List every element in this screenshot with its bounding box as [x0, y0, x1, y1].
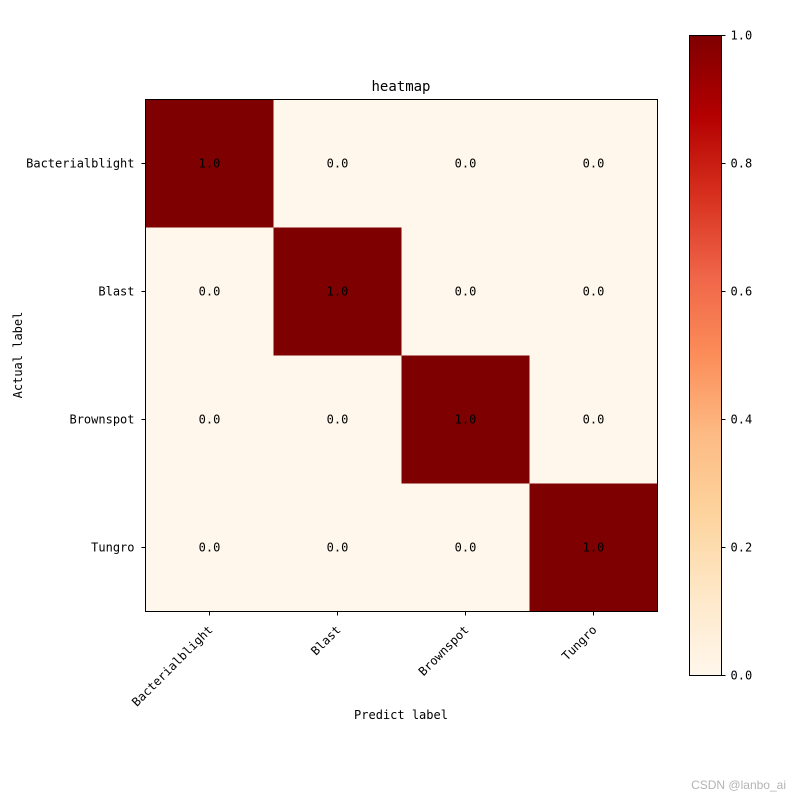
heatmap-cell — [273, 99, 402, 228]
cell-value-label: 0.0 — [583, 157, 605, 171]
cell-value-label: 0.0 — [199, 541, 221, 555]
x-axis-ticks: Bacterialblight Blast Brownspot Tungro — [129, 611, 600, 710]
cell-value-labels: 1.0 0.0 0.0 0.0 0.0 1.0 0.0 0.0 0.0 0.0 1.0 0.0 0.0 0… — [199, 157, 605, 555]
plot-frame — [145, 99, 658, 612]
cell-value-label: 0.0 — [327, 157, 349, 171]
y-axis-ticks: Bacterialblight Blast Brownspot Tungro — [26, 157, 146, 555]
y-tick-label: Blast — [98, 285, 134, 299]
cell-value-label: 1.0 — [199, 157, 221, 171]
x-axis-label: Predict label — [354, 708, 448, 722]
x-tick-label: Bacterialblight — [129, 623, 216, 710]
colorbar-tick-label: 0.8 — [731, 157, 753, 171]
chart-title: heatmap — [371, 79, 430, 95]
heatmap-cell — [529, 227, 658, 356]
cell-value-label: 1.0 — [455, 413, 477, 427]
y-tick-label: Brownspot — [69, 413, 134, 427]
heatmap-cell — [145, 355, 274, 484]
colorbar-gradient — [689, 35, 722, 676]
colorbar-tick-label: 0.2 — [731, 541, 753, 555]
heatmap-cell — [401, 99, 530, 228]
cell-value-label: 0.0 — [455, 285, 477, 299]
heatmap-cell — [401, 483, 530, 612]
cell-value-label: 0.0 — [583, 413, 605, 427]
heatmap-cell — [273, 227, 402, 356]
cell-value-label: 0.0 — [327, 541, 349, 555]
heatmap-cell — [145, 99, 274, 228]
heatmap-cell — [529, 483, 658, 612]
heatmap-cell — [529, 355, 658, 484]
watermark: CSDN @lanbo_ai — [691, 778, 786, 792]
heatmap-cell — [401, 227, 530, 356]
cell-value-label: 0.0 — [583, 285, 605, 299]
heatmap-cell — [145, 483, 274, 612]
cell-value-label: 0.0 — [327, 413, 349, 427]
cell-value-label: 1.0 — [583, 541, 605, 555]
colorbar-tick-label: 0.4 — [731, 413, 753, 427]
x-tick-label: Blast — [308, 623, 343, 658]
cell-value-label: 0.0 — [455, 157, 477, 171]
cell-value-label: 0.0 — [455, 541, 477, 555]
cell-value-label: 0.0 — [199, 285, 221, 299]
heatmap-cells — [145, 99, 658, 612]
heatmap-cell — [529, 99, 658, 228]
colorbar-tick-label: 0.6 — [731, 285, 753, 299]
heatmap-cell — [145, 227, 274, 356]
colorbar-tick-label: 1.0 — [731, 29, 753, 43]
cell-value-label: 1.0 — [327, 285, 349, 299]
heatmap-cell — [273, 483, 402, 612]
y-tick-label: Tungro — [91, 541, 134, 555]
y-tick-label: Bacterialblight — [26, 157, 134, 171]
heatmap-cell — [273, 355, 402, 484]
colorbar-tick-label: 0.0 — [731, 669, 753, 683]
heatmap-cell — [401, 355, 530, 484]
x-tick-label: Tungro — [559, 623, 600, 664]
y-axis-label: Actual label — [11, 312, 25, 399]
cell-value-label: 0.0 — [199, 413, 221, 427]
colorbar-ticks: 0.0 0.2 0.4 0.6 0.8 1.0 — [721, 29, 753, 683]
x-tick-label: Brownspot — [416, 623, 472, 679]
